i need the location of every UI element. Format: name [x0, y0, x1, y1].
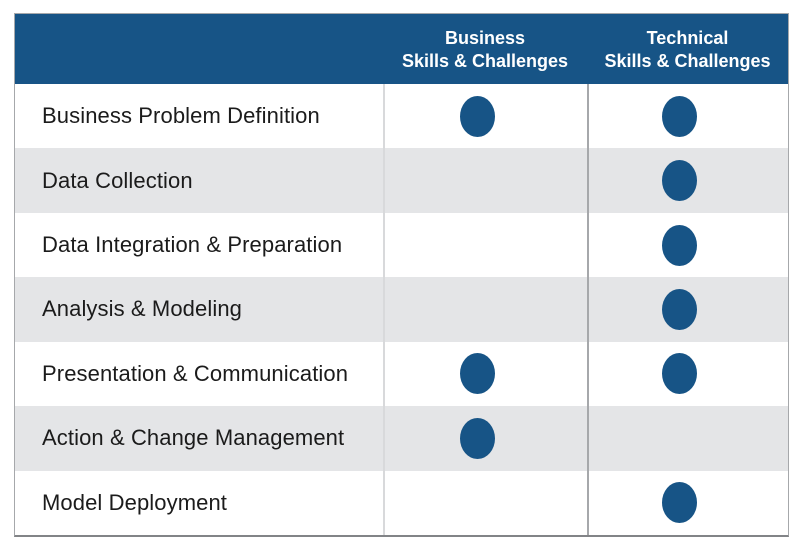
header-business-line2: Skills & Challenges	[401, 51, 569, 71]
header-technical-line2: Skills & Challenges	[604, 51, 771, 71]
table-header-row: Business Skills & Challenges Technical S…	[15, 14, 788, 84]
technical-dot-indicator	[662, 95, 697, 137]
row-label: Data Integration & Preparation	[42, 232, 343, 258]
business-cell	[383, 470, 587, 535]
header-business-line1: Business	[444, 28, 526, 48]
row-label: Presentation & Communication	[42, 360, 349, 386]
row-label: Business Problem Definition	[42, 103, 320, 129]
header-technical-line1: Technical	[646, 28, 729, 48]
header-business-column: Business Skills & Challenges	[383, 25, 587, 73]
technical-cell	[587, 277, 788, 342]
table-row: Presentation & Communication	[15, 341, 788, 407]
business-dot-indicator	[459, 353, 495, 395]
table-row: Model Deployment	[15, 470, 788, 535]
technical-dot-indicator	[662, 160, 697, 202]
business-cell	[383, 84, 587, 149]
table-row: Data Collection	[15, 148, 788, 213]
business-cell	[383, 148, 587, 213]
skills-matrix-table: Business Skills & Challenges Technical S…	[14, 13, 789, 537]
technical-cell	[587, 212, 788, 278]
header-technical-column: Technical Skills & Challenges	[587, 25, 788, 73]
row-label: Action & Change Management	[42, 425, 345, 451]
business-dot-indicator	[459, 95, 495, 137]
row-label: Analysis & Modeling	[42, 296, 242, 322]
table-row: Data Integration & Preparation	[15, 212, 788, 278]
business-cell	[383, 341, 587, 407]
business-cell	[383, 406, 587, 471]
business-cell	[383, 277, 587, 342]
row-label: Data Collection	[42, 167, 193, 193]
table-row: Action & Change Management	[15, 406, 788, 471]
table-row: Analysis & Modeling	[15, 277, 788, 342]
business-dot-indicator	[459, 417, 495, 459]
technical-cell	[587, 84, 788, 149]
technical-cell	[587, 406, 788, 471]
technical-dot-indicator	[662, 288, 697, 330]
table-row: Business Problem Definition	[15, 84, 788, 149]
technical-dot-indicator	[662, 224, 697, 266]
technical-dot-indicator	[662, 353, 697, 395]
row-label: Model Deployment	[42, 489, 228, 515]
technical-dot-indicator	[662, 482, 697, 524]
technical-cell	[587, 148, 788, 213]
technical-cell	[587, 470, 788, 535]
technical-cell	[587, 341, 788, 407]
table-body: Business Problem Definition Data Collecti…	[15, 84, 788, 535]
business-cell	[383, 212, 587, 278]
